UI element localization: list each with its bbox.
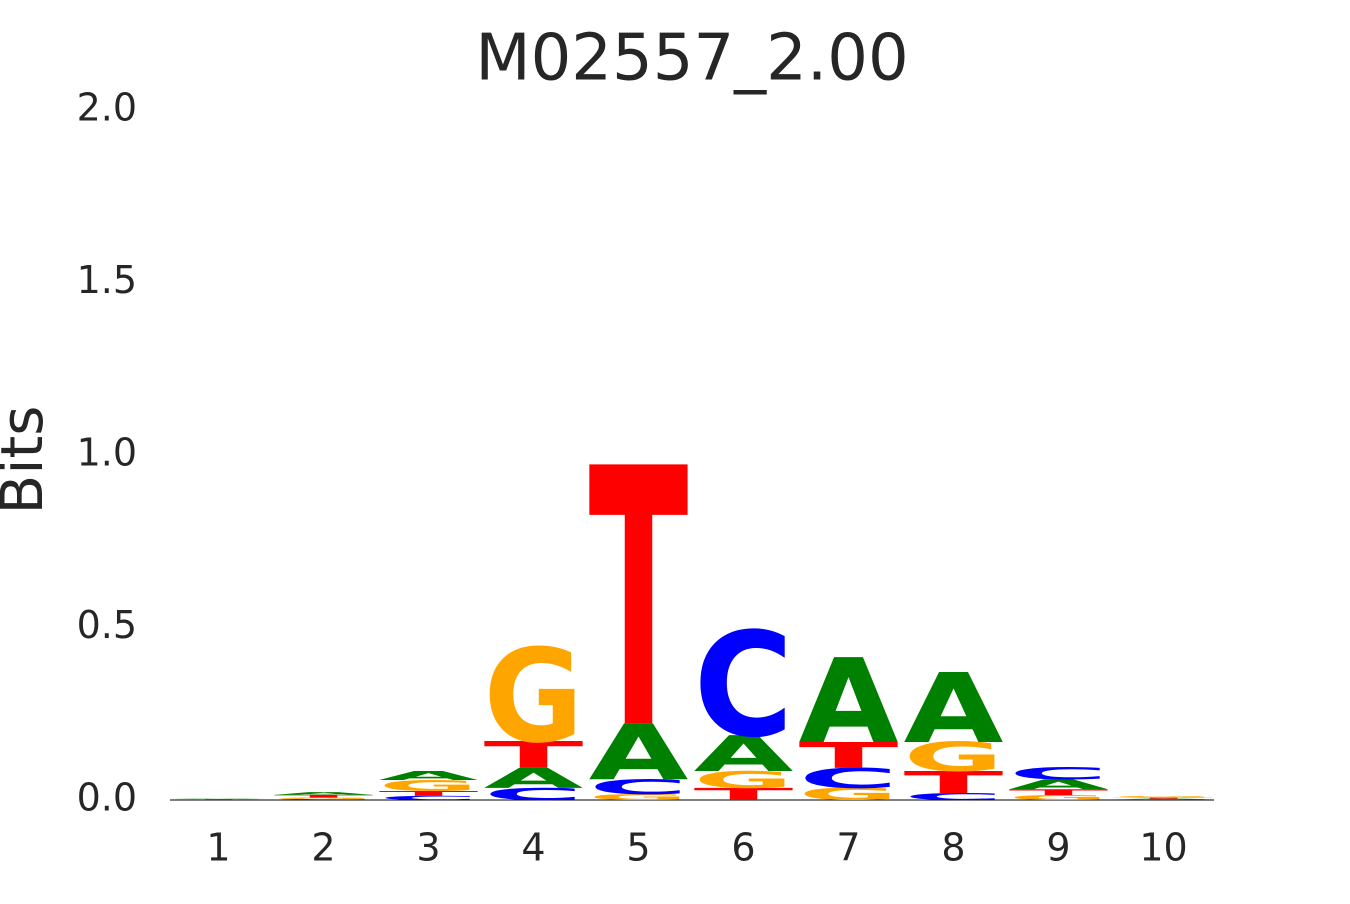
letter: T [379, 790, 479, 798]
letter-group: G [169, 799, 269, 800]
letter-group: G [274, 797, 374, 799]
letter-group: C [274, 799, 374, 801]
letter: C [169, 800, 269, 801]
letter-group: T [1114, 797, 1214, 799]
letter-group: T [799, 735, 899, 776]
letter-group: A [169, 799, 269, 800]
letter-group: T [169, 799, 269, 800]
letter-group: G [1009, 794, 1109, 802]
letter-group: G [484, 622, 584, 772]
letter: T [1114, 797, 1214, 799]
letter: A [1114, 798, 1214, 799]
x-tick-label: 10 [1139, 826, 1187, 870]
letter-group: T [589, 395, 690, 808]
letter-group: G [1114, 796, 1214, 798]
letter: A [379, 769, 479, 783]
letter-group: G [904, 735, 1004, 781]
letter: G [274, 797, 374, 799]
y-tick-label: 1.5 [77, 258, 137, 302]
letter-group: T [694, 785, 794, 804]
letter: G [904, 735, 1004, 781]
letter-group: C [589, 775, 689, 799]
y-tick-label: 1.0 [77, 431, 137, 475]
letter-group: C [694, 603, 794, 771]
letter-group: A [1114, 798, 1214, 799]
letter: A [274, 791, 374, 795]
letter: C [274, 799, 374, 801]
letter: A [799, 634, 899, 770]
letter: C [589, 775, 689, 799]
letter-group: A [274, 791, 374, 795]
letter: A [589, 709, 689, 798]
letter: G [694, 766, 794, 793]
letter: G [484, 622, 584, 772]
letter: C [484, 785, 584, 804]
letter: A [694, 726, 794, 784]
letter-group: G [379, 777, 479, 794]
letter: G [379, 777, 479, 794]
letter-group: C [904, 791, 1004, 802]
letter: G [169, 799, 269, 800]
letter-group: A [694, 726, 794, 784]
y-tick-label: 0.0 [77, 776, 137, 820]
letter: C [799, 763, 899, 795]
letter-group: C [484, 785, 584, 804]
letter: G [1009, 794, 1109, 802]
x-tick-label: 8 [941, 826, 965, 870]
letter-group: C [1114, 799, 1214, 800]
letter: C [904, 791, 1004, 802]
x-tick-label: 1 [206, 826, 230, 870]
letter: T [694, 785, 794, 804]
letter: G [589, 793, 689, 802]
letter-group: T [484, 734, 584, 777]
y-tick-label: 2.0 [77, 86, 137, 130]
letter: T [484, 734, 584, 777]
letter: T [904, 765, 1004, 800]
x-tick-label: 9 [1046, 826, 1070, 870]
x-tick-label: 7 [836, 826, 860, 870]
letter-group: C [169, 800, 269, 801]
letter-group: A [379, 769, 479, 783]
letter-group: T [904, 765, 1004, 800]
letter: C [1114, 799, 1214, 800]
letter: T [799, 735, 899, 776]
letter-group: G [589, 793, 689, 802]
letter: T [169, 799, 269, 800]
x-tick-label: 6 [731, 826, 755, 870]
letter-group: C [799, 763, 899, 795]
letter-group: C [379, 795, 479, 802]
letter: A [904, 653, 1004, 765]
letter-group: A [1009, 777, 1109, 793]
letter-group: G [799, 785, 899, 804]
letter: A [169, 799, 269, 800]
letter-group: C [1009, 764, 1109, 783]
letter: T [1009, 788, 1109, 797]
x-tick-label: 2 [311, 826, 335, 870]
letter: G [1114, 796, 1214, 798]
letter-group: T [1009, 788, 1109, 797]
letter: A [484, 763, 584, 795]
letter-group: A [799, 634, 899, 770]
letter-group: G [694, 766, 794, 793]
letter-group: T [274, 794, 374, 798]
letter: C [694, 603, 794, 771]
x-tick-label: 5 [626, 826, 650, 870]
letter: T [589, 395, 690, 808]
letter-group: A [589, 709, 689, 798]
letter-group: A [904, 653, 1004, 765]
y-axis-label: Bits [0, 406, 56, 515]
letter: C [1009, 764, 1109, 783]
letter: T [274, 794, 374, 798]
letter: C [379, 795, 479, 802]
x-tick-label: 3 [416, 826, 440, 870]
letter: A [1009, 777, 1109, 793]
letter: G [799, 785, 899, 804]
letter-group: T [379, 790, 479, 798]
x-tick-label: 4 [521, 826, 545, 870]
chart-title: M02557_2.00 [475, 22, 908, 96]
y-tick-label: 0.5 [77, 603, 137, 647]
letter-group: A [484, 763, 584, 795]
